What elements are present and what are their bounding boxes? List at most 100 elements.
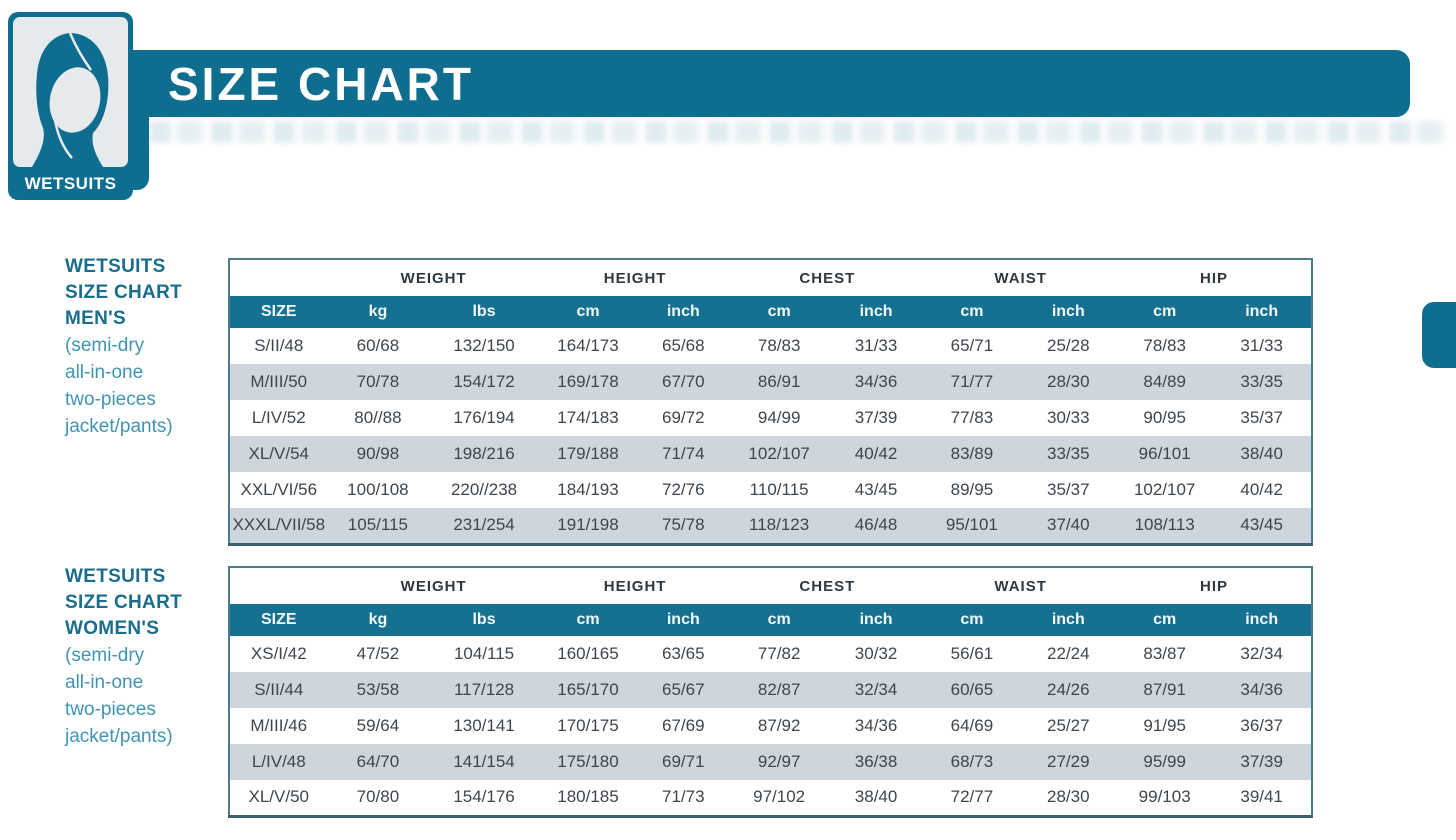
corner-cell xyxy=(229,567,328,604)
page-title: SIZE CHART xyxy=(168,57,474,110)
value-cell: 35/37 xyxy=(1240,408,1283,427)
value-cell: 94/99 xyxy=(757,408,801,427)
size-cell: S/II/44 xyxy=(254,680,304,699)
value-cell: 154/172 xyxy=(453,372,515,391)
value-cell: 71/77 xyxy=(950,372,994,391)
value-cell: 102/107 xyxy=(748,444,810,463)
table-row: XL/V/50 70/80 154/176 180/185 71/73 97/102 38/… xyxy=(229,780,1312,816)
table-row: L/IV/48 64/70 141/154 175/180 69/71 92/97 36/3… xyxy=(229,744,1312,780)
value-cell: 43/45 xyxy=(854,480,898,499)
group-header-hip: HIP xyxy=(1117,259,1312,296)
col-header-size: SIZE xyxy=(229,296,328,328)
value-cell: 84/89 xyxy=(1143,372,1186,391)
table-row: M/III/46 59/64 130/141 170/175 67/69 87/92 34/… xyxy=(229,708,1312,744)
value-cell: 83/89 xyxy=(950,444,994,463)
side-edge-tab[interactable] xyxy=(1422,302,1456,368)
col-header-cm-5: cm xyxy=(730,604,828,636)
section-subtitle-line: all-in-one xyxy=(65,672,144,693)
value-cell: 100/108 xyxy=(347,480,409,499)
value-cell: 179/188 xyxy=(557,444,619,463)
value-cell: 63/65 xyxy=(662,644,705,663)
value-cell: 37/39 xyxy=(1240,752,1283,771)
value-cell: 36/37 xyxy=(1240,716,1283,735)
group-header-chest: CHEST xyxy=(730,567,925,604)
value-cell: 83/87 xyxy=(1143,644,1186,663)
value-cell: 170/175 xyxy=(557,716,619,735)
value-cell: 35/37 xyxy=(1047,480,1090,499)
table-row: XXXL/VII/58 105/115 231/254 191/198 75/78 118… xyxy=(229,508,1312,544)
group-header-waist: WAIST xyxy=(924,567,1118,604)
value-cell: 90/95 xyxy=(1143,408,1186,427)
value-cell: 33/35 xyxy=(1240,372,1283,391)
size-cell: XXL/VI/56 xyxy=(240,480,318,499)
group-header-chest: CHEST xyxy=(730,259,925,296)
col-header-kg-1: kg xyxy=(327,604,429,636)
section-subtitle-line: jacket/pants) xyxy=(65,416,173,437)
group-header-row: WEIGHT HEIGHT CHEST WAIST HIP xyxy=(229,567,1312,604)
section-title-line: WETSUITS xyxy=(65,256,166,277)
value-cell: 77/82 xyxy=(757,644,801,663)
value-cell: 87/91 xyxy=(1143,680,1186,699)
value-cell: 174/183 xyxy=(557,408,619,427)
value-cell: 95/99 xyxy=(1143,752,1186,771)
col-header-cm-3: cm xyxy=(539,604,637,636)
value-cell: 64/70 xyxy=(356,752,400,771)
value-cell: 87/92 xyxy=(757,716,801,735)
table-row: XL/V/54 90/98 198/216 179/188 71/74 102/107 40… xyxy=(229,436,1312,472)
table-row: S/II/48 60/68 132/150 164/173 65/68 78/83 31/3… xyxy=(229,328,1312,364)
section-subtitle-line: jacket/pants) xyxy=(65,726,173,747)
value-cell: 198/216 xyxy=(453,444,515,463)
value-cell: 56/61 xyxy=(950,644,994,663)
corner-cell xyxy=(229,259,328,296)
section-subtitle-line: (semi-dry xyxy=(65,645,145,666)
section-title-line: WOMEN'S xyxy=(65,618,160,639)
value-cell: 72/77 xyxy=(950,787,994,807)
value-cell: 141/154 xyxy=(453,752,515,771)
value-cell: 75/78 xyxy=(662,515,705,535)
group-header-height: HEIGHT xyxy=(539,567,731,604)
value-cell: 34/36 xyxy=(854,716,898,735)
group-header-height: HEIGHT xyxy=(539,259,731,296)
value-cell: 104/115 xyxy=(453,644,515,663)
section-subtitle-line: two-pieces xyxy=(65,389,156,410)
value-cell: 67/70 xyxy=(662,372,705,391)
col-header-kg-1: kg xyxy=(327,296,429,328)
table-row: S/II/44 53/58 117/128 165/170 65/67 82/87 32/3… xyxy=(229,672,1312,708)
group-header-weight: WEIGHT xyxy=(327,259,540,296)
col-header-inch-10: inch xyxy=(1212,604,1312,636)
value-cell: 71/73 xyxy=(662,787,705,807)
value-cell: 95/101 xyxy=(945,515,998,535)
value-cell: 70/78 xyxy=(356,372,400,391)
value-cell: 176/194 xyxy=(453,408,515,427)
section-title-line: WETSUITS xyxy=(65,566,166,587)
value-cell: 164/173 xyxy=(557,336,619,355)
value-cell: 72/76 xyxy=(662,480,705,499)
value-cell: 43/45 xyxy=(1240,515,1283,535)
col-header-inch-4: inch xyxy=(636,296,731,328)
badge-panel xyxy=(13,17,128,167)
col-header-cm-7: cm xyxy=(924,604,1020,636)
value-cell: 37/39 xyxy=(854,408,898,427)
value-cell: 118/123 xyxy=(749,515,810,535)
size-cell: M/III/46 xyxy=(250,716,308,735)
group-header-row: WEIGHT HEIGHT CHEST WAIST HIP xyxy=(229,259,1312,296)
value-cell: 34/36 xyxy=(1240,680,1283,699)
value-cell: 24/26 xyxy=(1047,680,1090,699)
value-cell: 184/193 xyxy=(557,480,619,499)
value-cell: 30/32 xyxy=(854,644,898,663)
value-cell: 180/185 xyxy=(557,787,619,807)
section-title-line: SIZE CHART xyxy=(65,592,182,613)
size-cell: M/III/50 xyxy=(250,372,308,391)
value-cell: 80//88 xyxy=(354,408,402,427)
value-cell: 30/33 xyxy=(1047,408,1090,427)
col-header-inch-4: inch xyxy=(636,604,731,636)
value-cell: 31/33 xyxy=(1240,336,1283,355)
value-cell: 220//238 xyxy=(450,480,518,499)
col-header-inch-8: inch xyxy=(1019,296,1118,328)
table-row: XS/I/42 47/52 104/115 160/165 63/65 77/82 30/3… xyxy=(229,636,1312,672)
value-cell: 28/30 xyxy=(1047,787,1090,807)
value-cell: 53/58 xyxy=(356,680,400,699)
col-header-inch-6: inch xyxy=(827,604,925,636)
table-row: XXL/VI/56 100/108 220//238 184/193 72/76 110/… xyxy=(229,472,1312,508)
value-cell: 40/42 xyxy=(1240,480,1283,499)
